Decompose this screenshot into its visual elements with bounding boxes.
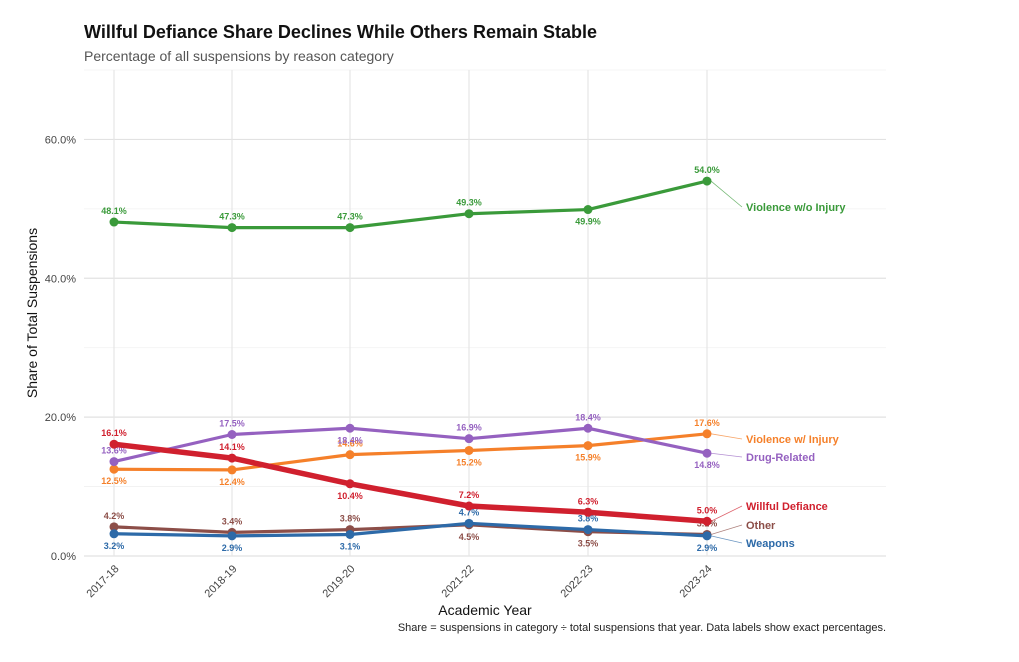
y-tick-label: 60.0% — [45, 134, 76, 146]
data-point-violence-w-injury — [227, 465, 237, 475]
data-label-violence-w-o-injury: 47.3% — [219, 212, 245, 222]
chart-subtitle: Percentage of all suspensions by reason … — [84, 48, 394, 64]
data-point-violence-w-o-injury — [109, 217, 119, 227]
data-label-willful-defiance: 7.2% — [459, 490, 480, 500]
data-label-violence-w-injury: 17.6% — [694, 418, 720, 428]
data-label-other: 3.8% — [340, 514, 361, 524]
data-point-violence-w-injury — [702, 429, 712, 439]
data-point-willful-defiance — [583, 507, 593, 517]
data-label-willful-defiance: 6.3% — [578, 496, 599, 506]
end-label-violence-w-injury: Violence w/ Injury — [746, 434, 840, 446]
x-tick-label: 2022-23 — [559, 563, 596, 600]
data-label-weapons: 4.7% — [459, 507, 480, 517]
data-point-violence-w-injury — [583, 441, 593, 451]
end-label-leader-willful-defiance — [710, 505, 743, 522]
data-label-weapons: 3.2% — [104, 541, 125, 551]
end-label-leader-drug-related — [710, 452, 743, 458]
series-line-violence-w-injury — [112, 432, 709, 472]
data-label-other: 4.5% — [459, 532, 480, 542]
data-point-willful-defiance — [702, 516, 712, 526]
data-point-willful-defiance — [464, 501, 474, 511]
end-label-leader-other — [710, 524, 743, 535]
data-point-violence-w-o-injury — [702, 176, 712, 186]
data-point-drug-related — [464, 434, 474, 444]
data-point-violence-w-o-injury — [345, 223, 355, 233]
chart-caption: Share = suspensions in category ÷ total … — [397, 622, 886, 634]
data-point-violence-w-injury — [109, 464, 119, 474]
data-label-other: 3.4% — [222, 516, 243, 526]
data-point-willful-defiance — [227, 453, 237, 463]
data-label-violence-w-o-injury: 54.0% — [694, 165, 720, 175]
data-label-drug-related: 16.9% — [456, 423, 482, 433]
data-point-weapons — [464, 518, 474, 528]
data-label-willful-defiance: 16.1% — [101, 428, 127, 438]
data-label-violence-w-o-injury: 47.3% — [337, 212, 363, 222]
series-line-weapons — [112, 521, 709, 538]
data-label-willful-defiance: 14.1% — [219, 442, 245, 452]
data-label-drug-related: 13.6% — [101, 446, 127, 456]
data-label-violence-w-injury: 12.4% — [219, 477, 245, 487]
data-label-violence-w-o-injury: 49.9% — [575, 217, 601, 227]
data-label-violence-w-o-injury: 49.3% — [456, 198, 482, 208]
data-point-weapons — [109, 529, 119, 539]
data-label-weapons: 2.9% — [222, 543, 243, 553]
series-line-drug-related — [112, 426, 709, 464]
y-tick-label: 20.0% — [45, 412, 76, 424]
x-tick-label: 2021-22 — [440, 563, 477, 600]
end-label-leader-violence-w-injury — [710, 433, 743, 440]
data-point-violence-w-injury — [345, 450, 355, 460]
data-label-weapons: 3.1% — [340, 541, 361, 551]
x-axis-title: Academic Year — [438, 602, 532, 618]
data-point-drug-related — [109, 457, 119, 467]
data-point-weapons — [702, 531, 712, 541]
data-point-violence-w-o-injury — [227, 223, 237, 233]
data-label-weapons: 3.8% — [578, 514, 599, 524]
x-tick-label: 2019-20 — [321, 563, 358, 600]
data-label-violence-w-o-injury: 48.1% — [101, 206, 127, 216]
series-line-violence-w-o-injury — [112, 179, 709, 230]
end-label-weapons: Weapons — [746, 538, 795, 550]
data-point-violence-w-o-injury — [583, 205, 593, 215]
data-label-drug-related: 18.4% — [337, 435, 363, 445]
end-label-violence-w-o-injury: Violence w/o Injury — [746, 202, 846, 214]
x-tick-label: 2018-19 — [203, 563, 240, 600]
data-label-drug-related: 18.4% — [575, 412, 601, 422]
data-label-other: 3.5% — [578, 539, 599, 549]
data-point-willful-defiance — [345, 479, 355, 489]
end-label-leader-violence-w-o-injury — [710, 180, 743, 208]
data-label-violence-w-injury: 12.5% — [101, 476, 127, 486]
data-point-drug-related — [583, 423, 593, 433]
data-point-weapons — [227, 531, 237, 541]
y-tick-label: 40.0% — [45, 273, 76, 285]
end-label-other: Other — [746, 520, 776, 532]
data-point-weapons — [345, 529, 355, 539]
data-label-violence-w-injury: 14.6% — [337, 439, 363, 449]
data-point-drug-related — [345, 423, 355, 433]
data-label-violence-w-injury: 15.9% — [575, 453, 601, 463]
data-label-willful-defiance: 10.4% — [337, 491, 363, 501]
x-tick-label: 2023-24 — [678, 563, 715, 600]
end-label-drug-related: Drug-Related — [746, 452, 815, 464]
data-point-other — [109, 522, 119, 532]
data-point-drug-related — [227, 430, 237, 439]
data-label-violence-w-injury: 15.2% — [456, 457, 482, 467]
x-tick-label: 2017-18 — [85, 563, 122, 600]
y-axis-title: Share of Total Suspensions — [24, 228, 40, 398]
data-label-willful-defiance: 5.0% — [697, 505, 718, 515]
chart-title: Willful Defiance Share Declines While Ot… — [84, 22, 597, 42]
data-point-drug-related — [702, 448, 712, 458]
data-point-weapons — [583, 525, 593, 535]
data-label-other: 4.2% — [104, 511, 125, 521]
data-point-violence-w-o-injury — [464, 209, 474, 219]
series-line-willful-defiance — [111, 441, 710, 525]
data-point-willful-defiance — [109, 439, 119, 449]
data-label-drug-related: 17.5% — [219, 419, 245, 429]
end-label-willful-defiance: Willful Defiance — [746, 501, 828, 513]
data-label-drug-related: 14.8% — [694, 460, 720, 470]
data-point-violence-w-injury — [464, 445, 474, 455]
y-tick-label: 0.0% — [51, 551, 76, 563]
end-label-leader-weapons — [710, 535, 743, 544]
data-label-weapons: 2.9% — [697, 543, 718, 553]
